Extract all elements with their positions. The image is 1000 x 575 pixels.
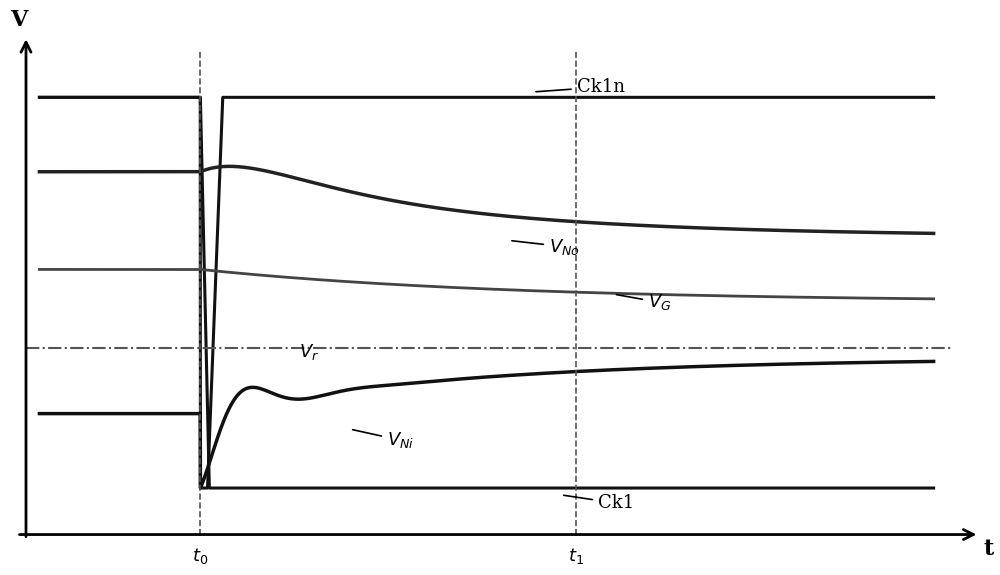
- Text: $V_{No}$: $V_{No}$: [512, 237, 580, 256]
- Text: $t_0$: $t_0$: [192, 546, 209, 566]
- Text: $V_r$: $V_r$: [299, 342, 319, 362]
- Text: t: t: [984, 538, 994, 560]
- Text: $V_G$: $V_G$: [616, 292, 671, 312]
- Text: V: V: [10, 9, 27, 32]
- Text: $V_{Ni}$: $V_{Ni}$: [353, 430, 414, 450]
- Text: $t_1$: $t_1$: [568, 546, 584, 566]
- Text: Ck1: Ck1: [564, 494, 634, 512]
- Text: Ck1n: Ck1n: [536, 78, 625, 96]
